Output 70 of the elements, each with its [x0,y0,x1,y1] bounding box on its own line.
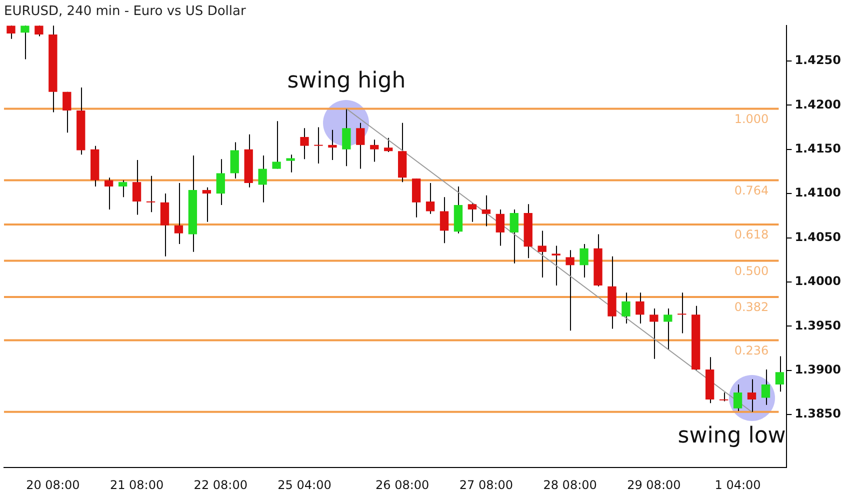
candlestick [678,292,686,334]
x-tick-label: 29 08:00 [627,478,681,492]
x-tick-label: 26 08:00 [376,478,430,492]
x-tick-label: 22 08:00 [194,478,248,492]
candlestick [328,129,337,160]
candlestick [62,91,72,134]
candlestick [160,193,170,257]
candlestick [733,384,742,412]
candlestick [496,208,505,246]
annotation: swing high [287,68,406,94]
candlestick [356,122,365,170]
candlestick [747,378,756,412]
candlestick [538,230,546,278]
y-tick-label: 1.4200 [794,97,842,112]
y-tick-label: 1.4100 [794,186,842,200]
annotation: 0.382 [734,300,769,314]
candlestick [636,292,644,324]
annotation: swing low [678,424,786,449]
candlestick [370,139,379,162]
candlestick [174,182,184,244]
y-tick-label: 1.3850 [794,406,842,421]
y-tick-label: 1.3900 [794,362,842,376]
candlestick [622,292,630,324]
candlestick [426,182,435,214]
candlestick [664,308,672,351]
x-tick-label: 20 08:00 [26,478,80,492]
candlestick [384,137,393,153]
candlestick [202,186,211,222]
x-tick-label: 27 08:00 [459,478,514,492]
y-tick-label: 1.3950 [794,318,842,332]
x-tick-label: 25 04:00 [278,478,332,492]
candlestick [440,196,449,244]
annotation: 0.618 [734,228,769,242]
x-tick-label: 21 08:00 [110,478,164,492]
annotation: 0.236 [734,343,769,358]
candlestick [719,392,728,402]
candlestick [580,243,588,278]
candlestick [118,180,128,198]
candlestick [342,108,351,167]
candlestick [510,208,518,264]
x-tick-label: 28 08:00 [543,478,597,492]
chart-title: EURUSD, 240 min - Euro vs US Dollar [4,4,246,20]
candlestick [230,142,239,180]
candlestick [775,356,784,392]
y-tick-label: 1.4250 [794,53,842,68]
annotation: 0.500 [734,264,769,278]
candlestick [132,159,142,216]
annotation: 1.000 [734,112,769,126]
candlestick [482,194,491,227]
candlestick [552,245,560,286]
candlestick [258,155,267,203]
candlestick [314,126,323,164]
candlestick [20,25,30,60]
candlestick [6,25,16,40]
candlestick [216,158,225,206]
x-tick-label: 1 04:00 [714,478,761,492]
y-tick-label: 1.4050 [794,230,842,244]
annotation: 0.764 [734,183,769,198]
candlestick [146,175,156,213]
candlestick [300,128,309,160]
candlestick [286,154,295,173]
candlestick [761,368,770,406]
candlestick [104,177,114,210]
candlestick [468,202,477,222]
candlestick [650,308,658,360]
candlestick [566,250,574,332]
candlestick [412,178,421,218]
candlestick [272,120,281,170]
y-tick-label: 1.4000 [794,274,842,288]
y-tick-label: 1.4150 [794,141,842,156]
